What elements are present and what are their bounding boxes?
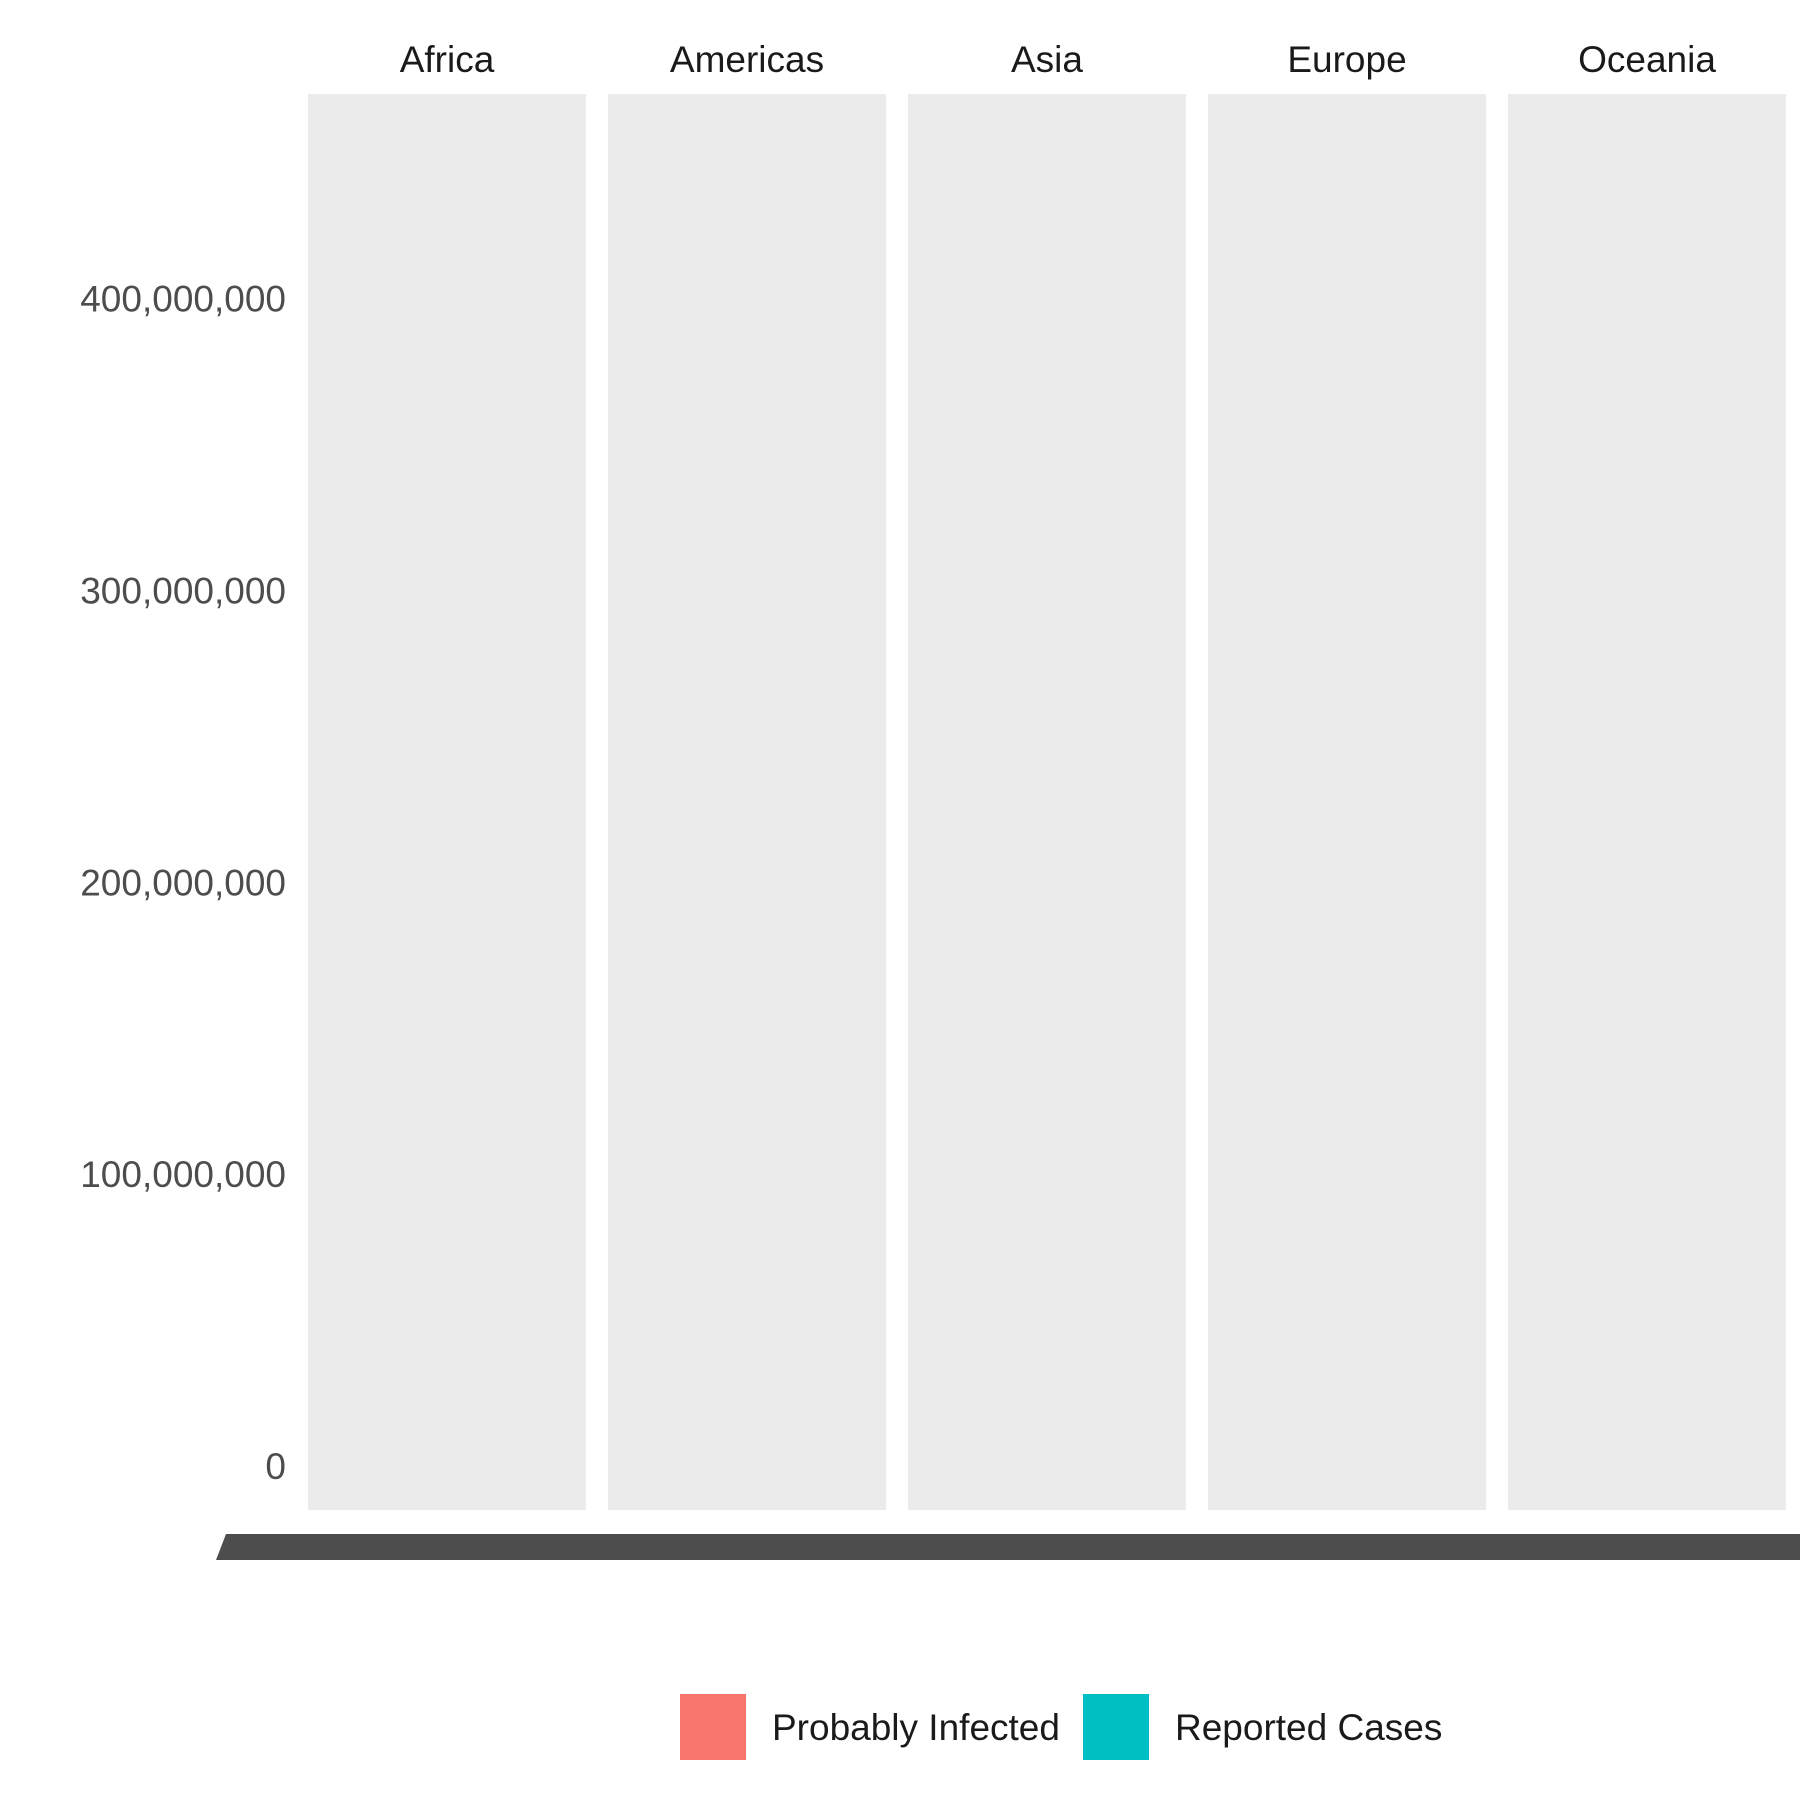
facet-panel-americas (608, 94, 886, 1510)
x-axis-tick-labels (216, 1534, 1800, 1560)
facet-label-americas: Americas (670, 39, 824, 80)
y-tick-label: 400,000,000 (80, 278, 286, 319)
facet-panel-oceania (1508, 94, 1786, 1510)
facet-panel-europe (1208, 94, 1486, 1510)
facet-label-africa: Africa (400, 39, 495, 80)
facet-strip-labels: Africa Americas Asia Europe Oceania (400, 39, 1717, 80)
y-tick-label: 0 (265, 1446, 286, 1487)
legend: Probably Infected Reported Cases (680, 1694, 1442, 1760)
legend-swatch-probably-infected (680, 1694, 746, 1760)
y-axis: 0 100,000,000 200,000,000 300,000,000 400,00… (80, 278, 286, 1487)
y-tick-label: 300,000,000 (80, 570, 286, 611)
y-tick-label: 100,000,000 (80, 1154, 286, 1195)
facet-label-asia: Asia (1011, 39, 1083, 80)
facet-label-oceania: Oceania (1578, 39, 1716, 80)
legend-swatch-reported-cases (1083, 1694, 1149, 1760)
legend-label-probably-infected: Probably Infected (772, 1707, 1060, 1748)
facet-label-europe: Europe (1287, 39, 1406, 80)
facet-panel-asia (908, 94, 1186, 1510)
y-tick-label: 200,000,000 (80, 862, 286, 903)
x-tick-labels-overlap-band (216, 1534, 1800, 1560)
facet-panel-africa (308, 94, 586, 1510)
facet-panels (308, 94, 1786, 1510)
legend-label-reported-cases: Reported Cases (1175, 1707, 1442, 1748)
